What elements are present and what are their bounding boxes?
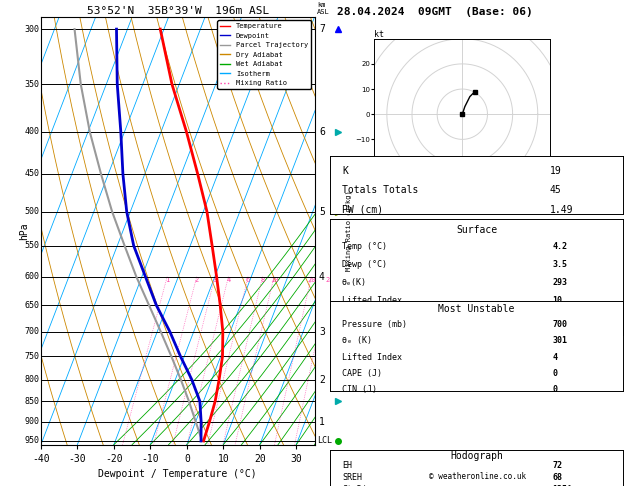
X-axis label: Dewpoint / Temperature (°C): Dewpoint / Temperature (°C) [98, 469, 257, 479]
Text: 1.49: 1.49 [550, 205, 573, 214]
Text: 7: 7 [319, 24, 325, 34]
Text: 135°: 135° [552, 485, 572, 486]
Text: 0: 0 [552, 385, 557, 394]
Text: 700: 700 [552, 320, 567, 329]
Text: 2: 2 [194, 277, 199, 283]
Text: 0: 0 [552, 332, 557, 342]
Text: 28.04.2024  09GMT  (Base: 06): 28.04.2024 09GMT (Base: 06) [337, 7, 532, 17]
Text: 500: 500 [25, 207, 40, 216]
Text: 400: 400 [25, 127, 40, 137]
Text: 2: 2 [319, 375, 325, 384]
Text: 68: 68 [552, 473, 562, 482]
Text: Dewp (°C): Dewp (°C) [342, 260, 387, 269]
Text: Temp (°C): Temp (°C) [342, 242, 387, 251]
Text: 4: 4 [226, 277, 231, 283]
Text: 950: 950 [25, 436, 40, 446]
Text: 900: 900 [25, 417, 40, 426]
Text: PW (cm): PW (cm) [342, 205, 383, 214]
Text: 300: 300 [25, 25, 40, 34]
Text: 800: 800 [25, 375, 40, 384]
Text: kt: kt [374, 30, 384, 39]
Text: EH: EH [342, 461, 352, 470]
Text: 10: 10 [270, 277, 278, 283]
Text: 3: 3 [319, 327, 325, 337]
Text: 301: 301 [552, 336, 567, 346]
Text: Lifted Index: Lifted Index [342, 352, 402, 362]
Text: 450: 450 [25, 170, 40, 178]
Text: 8: 8 [260, 277, 265, 283]
Text: 20: 20 [307, 277, 316, 283]
Text: 10: 10 [552, 296, 562, 305]
Text: 6: 6 [246, 277, 250, 283]
Text: 3.5: 3.5 [552, 260, 567, 269]
Text: 4.2: 4.2 [552, 242, 567, 251]
Text: θₑ (K): θₑ (K) [342, 336, 372, 346]
Text: 550: 550 [25, 241, 40, 250]
Text: Most Unstable: Most Unstable [438, 304, 515, 314]
Text: 45: 45 [550, 185, 561, 195]
Text: 650: 650 [25, 301, 40, 310]
Text: StmDir: StmDir [342, 485, 372, 486]
Text: 6: 6 [319, 127, 325, 137]
Text: 28: 28 [326, 277, 335, 283]
Title: 53°52'N  35B°39'W  196m ASL: 53°52'N 35B°39'W 196m ASL [87, 6, 269, 16]
Text: 1: 1 [165, 277, 169, 283]
Text: 19: 19 [550, 166, 561, 176]
Text: 0: 0 [552, 369, 557, 378]
Text: 350: 350 [25, 80, 40, 89]
Text: Lifted Index: Lifted Index [342, 296, 402, 305]
Text: CIN (J): CIN (J) [342, 385, 377, 394]
Text: 850: 850 [25, 397, 40, 406]
Text: 293: 293 [552, 278, 567, 287]
Text: Totals Totals: Totals Totals [342, 185, 418, 195]
Text: SREH: SREH [342, 473, 362, 482]
Text: 750: 750 [25, 352, 40, 361]
Text: CAPE (J): CAPE (J) [342, 369, 382, 378]
Text: 5: 5 [319, 207, 325, 217]
Text: 4: 4 [552, 352, 557, 362]
Text: K: K [342, 166, 348, 176]
Text: 700: 700 [25, 328, 40, 336]
Text: Mixing Ratio (g/kg): Mixing Ratio (g/kg) [346, 191, 352, 271]
Text: θₑ(K): θₑ(K) [342, 278, 367, 287]
Text: 0: 0 [552, 314, 557, 323]
Text: hPa: hPa [19, 222, 30, 240]
Text: Surface: Surface [456, 225, 497, 235]
Text: 1: 1 [319, 417, 325, 427]
Text: © weatheronline.co.uk: © weatheronline.co.uk [430, 472, 526, 481]
Text: Pressure (mb): Pressure (mb) [342, 320, 407, 329]
Text: 4: 4 [319, 272, 325, 282]
Text: 3: 3 [213, 277, 217, 283]
Text: 600: 600 [25, 272, 40, 281]
Text: km
ASL: km ASL [317, 1, 330, 15]
Text: Hodograph: Hodograph [450, 451, 503, 461]
Text: CIN (J): CIN (J) [342, 332, 377, 342]
Text: CAPE (J): CAPE (J) [342, 314, 382, 323]
Text: LCL: LCL [317, 436, 332, 446]
Text: 72: 72 [552, 461, 562, 470]
Legend: Temperature, Dewpoint, Parcel Trajectory, Dry Adiabat, Wet Adiabat, Isotherm, Mi: Temperature, Dewpoint, Parcel Trajectory… [217, 20, 311, 89]
